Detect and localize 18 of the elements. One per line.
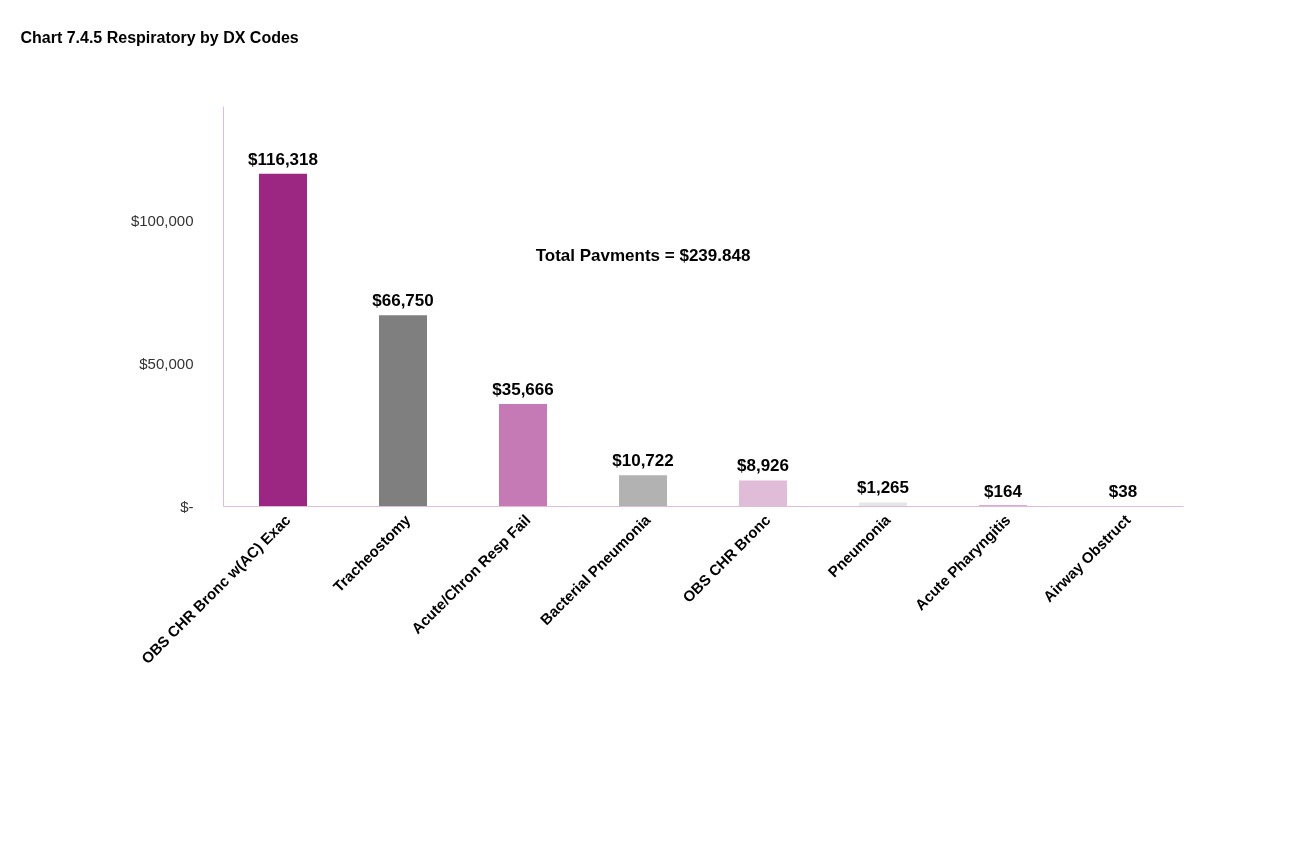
data-label: $10,722 bbox=[612, 451, 674, 471]
bar bbox=[619, 475, 667, 506]
data-label: $116,318 bbox=[248, 149, 318, 169]
bar bbox=[379, 315, 427, 506]
data-label: $8,926 bbox=[737, 456, 789, 476]
data-label: $1,265 bbox=[857, 478, 909, 498]
data-label: $164 bbox=[984, 481, 1023, 501]
y-tick-label: $50,000 bbox=[139, 354, 194, 372]
data-label: $38 bbox=[1108, 481, 1138, 501]
data-label: $35,666 bbox=[492, 380, 554, 400]
bar bbox=[859, 502, 907, 506]
bar bbox=[259, 173, 307, 506]
chart-title: Chart 7.4.5 Respiratory by DX Codes bbox=[20, 29, 299, 46]
bar bbox=[499, 404, 547, 506]
y-tick-label: $- bbox=[180, 497, 194, 515]
data-label: $66,750 bbox=[372, 291, 434, 311]
y-tick-label: $100,000 bbox=[130, 211, 194, 229]
annotation: Total Pavments = $239.848 bbox=[535, 246, 751, 265]
